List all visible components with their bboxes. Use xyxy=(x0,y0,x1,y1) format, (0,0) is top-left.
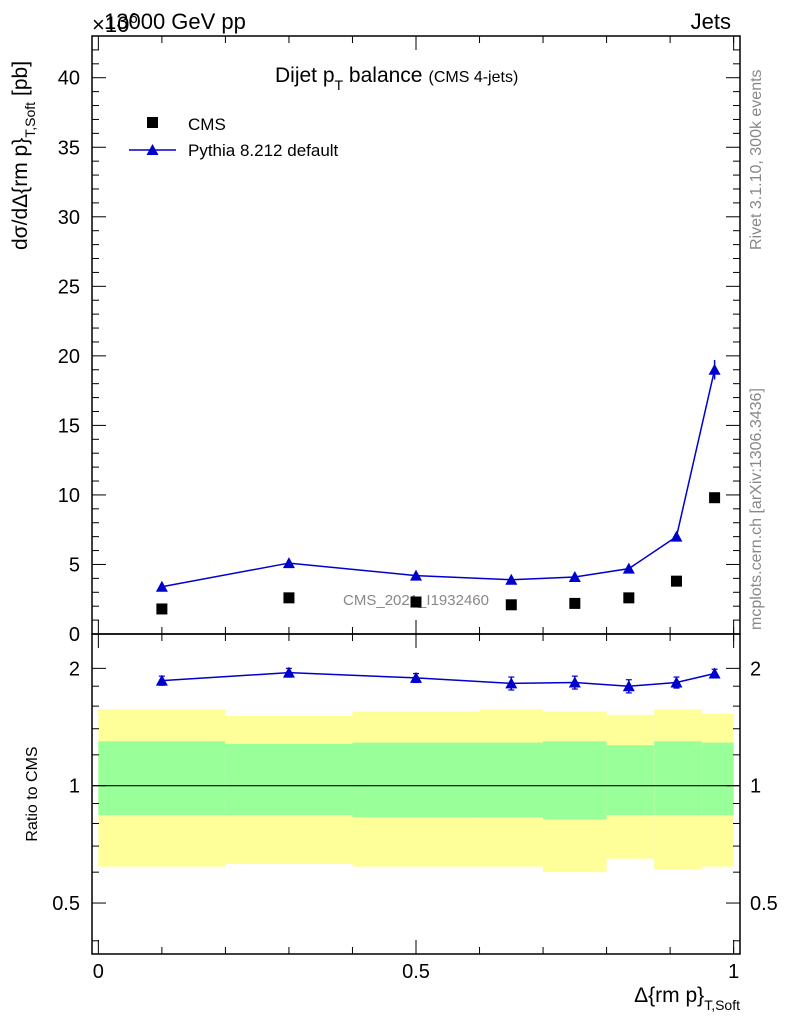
ratio-frame xyxy=(91,633,741,955)
ratio-ytick-label-right: 2 xyxy=(750,658,761,680)
pythia-point xyxy=(670,530,683,542)
ratio-series-line xyxy=(161,671,715,687)
main-ytick-label: 0 xyxy=(69,624,80,646)
main-ytick-label: 20 xyxy=(58,346,80,368)
chart-title: Dijet pT balance (CMS 4-jets) xyxy=(275,64,518,93)
cms-point xyxy=(283,592,295,604)
ratio-band-green xyxy=(701,742,734,816)
pythia-series-line xyxy=(161,369,716,588)
ratio-point xyxy=(670,676,683,688)
rivet-label: Rivet 3.1.10, 300k events xyxy=(748,69,765,250)
ratio-ytick-label-right: 1 xyxy=(750,776,761,798)
ratio-band-green xyxy=(98,741,226,816)
pythia-point xyxy=(410,569,422,581)
cms-point xyxy=(709,492,721,504)
ratio-xtick-label: 0 xyxy=(93,961,104,983)
main-marks xyxy=(155,360,721,615)
header-right: Jets xyxy=(691,9,731,34)
cms-point xyxy=(670,575,682,587)
ratio-panel: 0.5 0.5 1 1 2 2 0 0.5 1 Ratio to CMS Δ{rm p}T,So… xyxy=(24,633,778,1013)
pythia-point xyxy=(708,363,721,375)
ratio-axes: 0.5 0.5 1 1 2 2 0 0.5 1 xyxy=(52,634,778,983)
ratio-point xyxy=(410,671,422,683)
main-ytick-label: 40 xyxy=(58,68,80,90)
cms-point xyxy=(505,599,517,611)
main-ytick-label: 15 xyxy=(58,415,80,437)
ratio-band-green xyxy=(352,742,480,818)
ratio-xlabel: Δ{rm p}T,Soft xyxy=(634,984,740,1013)
legend: CMS Pythia 8.212 default xyxy=(129,115,339,160)
pythia-point xyxy=(568,570,581,582)
cms-point xyxy=(410,596,422,608)
ratio-point xyxy=(282,666,295,678)
main-ylabel: dσ/dΔ{rm p}T,Soft[pb] xyxy=(9,61,38,250)
ratio-xtick-label: 0.5 xyxy=(402,961,430,983)
pythia-point xyxy=(505,573,518,585)
pythia-point xyxy=(622,562,635,574)
legend-pythia-label: Pythia 8.212 default xyxy=(188,141,339,160)
ratio-point xyxy=(568,676,581,688)
main-ytick-label: 25 xyxy=(58,276,80,298)
ratio-point xyxy=(708,667,721,679)
ratio-bands xyxy=(98,709,734,873)
ratio-band-green xyxy=(225,743,353,816)
ratio-ytick-label: 0.5 xyxy=(52,893,80,915)
legend-cms-label: CMS xyxy=(188,115,226,134)
mcplots-label: mcplots.cern.ch [arXiv:1306.3436] xyxy=(748,388,765,630)
legend-cms-marker xyxy=(147,117,158,128)
main-ytick-label: 35 xyxy=(58,137,80,159)
ratio-ytick-label: 1 xyxy=(69,776,80,798)
ratio-point xyxy=(155,674,168,686)
main-ytick-label: 10 xyxy=(58,485,80,507)
ratio-band-green xyxy=(654,741,702,816)
cms-point xyxy=(156,603,168,615)
ratio-ytick-label: 2 xyxy=(69,658,80,680)
cms-point xyxy=(569,597,581,609)
ratio-band-green xyxy=(606,745,655,816)
main-ytick-label: 5 xyxy=(69,554,80,576)
pythia-point xyxy=(282,557,295,569)
ratio-point xyxy=(622,680,635,692)
main-axes: 0 5 10 15 20 25 30 35 40 xyxy=(58,35,740,646)
ratio-band-green xyxy=(543,741,607,820)
header-left: 13000 GeV pp xyxy=(104,9,246,34)
ratio-xtick-label: 1 xyxy=(728,961,739,983)
exponent-label: ×106 xyxy=(92,10,138,37)
ratio-marks xyxy=(155,666,721,694)
ratio-point xyxy=(505,677,518,689)
legend-pythia-marker xyxy=(146,144,159,155)
main-ytick-label: 30 xyxy=(58,207,80,229)
pythia-point xyxy=(155,580,168,592)
ratio-ylabel: Ratio to CMS xyxy=(24,746,41,841)
cms-point xyxy=(623,592,635,604)
ratio-band-green xyxy=(479,742,544,818)
ratio-ytick-label-right: 0.5 xyxy=(750,893,778,915)
